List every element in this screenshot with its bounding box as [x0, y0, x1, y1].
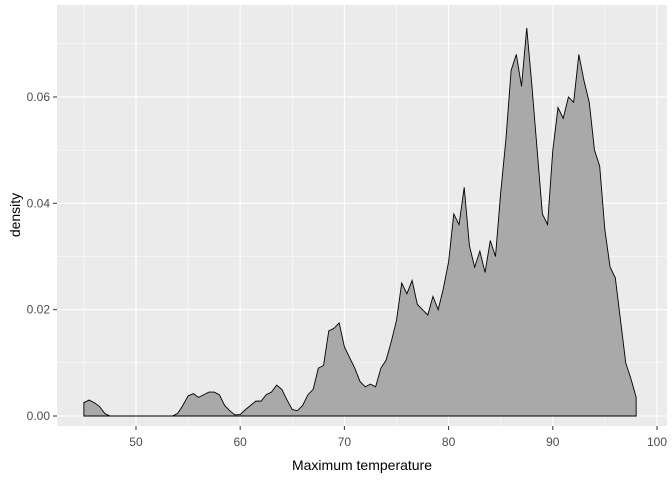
x-axis-title: Maximum temperature [292, 457, 432, 473]
y-tick-label: 0.06 [27, 90, 51, 104]
y-tick-label: 0.02 [27, 303, 51, 317]
x-tick-label: 50 [129, 435, 143, 449]
x-tick-label: 60 [234, 435, 248, 449]
x-tick-label: 90 [546, 435, 560, 449]
y-tick-label: 0.04 [27, 196, 51, 210]
y-tick-label: 0.00 [27, 409, 51, 423]
density-area [83, 27, 637, 417]
x-tick-label: 100 [647, 435, 667, 449]
marks [83, 27, 637, 417]
x-tick-label: 80 [442, 435, 456, 449]
y-axis-title: density [7, 193, 23, 237]
x-tick-label: 70 [338, 435, 352, 449]
